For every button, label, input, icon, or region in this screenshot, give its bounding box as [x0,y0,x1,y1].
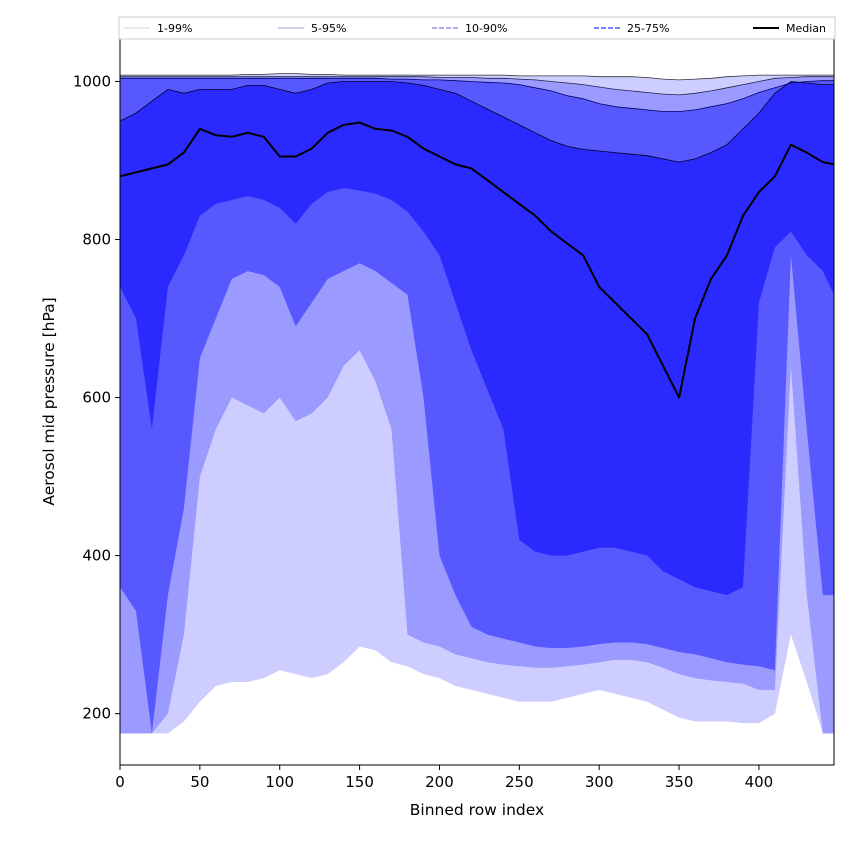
legend-entry-p1_99: 1-99% [124,22,192,35]
x-tick-label-350: 350 [665,773,694,791]
x-axis-title: Binned row index [410,801,544,819]
band-p25_75 [120,81,834,596]
median-line [119,121,835,399]
y-axis: 200 400 600 800 1000 [73,72,120,723]
band-upper-edge-p1_99 [120,73,834,81]
x-axis: 0 50 100 150 200 250 300 350 400 [115,765,773,791]
x-tick-label-250: 250 [505,773,534,791]
x-tick-label-400: 400 [745,773,774,791]
legend-label-p1_99: 1-99% [157,22,192,35]
x-tick-label-100: 100 [265,773,294,791]
x-tick-label-200: 200 [425,773,454,791]
legend-label-p25_75: 25-75% [627,22,669,35]
percentile-bands [119,73,834,734]
y-tick-label-200: 200 [82,705,111,723]
legend-box [118,16,836,40]
legend-entry-median: Median [753,22,826,35]
legend-entry-p5_95: 5-95% [278,22,346,35]
legend-label-median: Median [786,22,826,35]
legend-label-p5_95: 5-95% [311,22,346,35]
median-layer [119,121,835,399]
x-tick-label-150: 150 [345,773,374,791]
band-upper-edge-p10_90 [120,77,834,112]
y-tick-label-400: 400 [82,547,111,565]
legend-entry-p25_75: 25-75% [594,22,669,35]
legend: 1-99% 5-95% 10-90% 25-75% Median [118,16,836,40]
y-axis-title: Aerosol mid pressure [hPa] [40,297,58,505]
y-tick-label-1000: 1000 [73,72,111,90]
y-tick-label-800: 800 [82,231,111,249]
legend-label-p10_90: 10-90% [465,22,507,35]
band-upper-edge-p5_95 [120,76,834,96]
y-tick-label-600: 600 [82,389,111,407]
x-tick-label-0: 0 [115,773,125,791]
band-upper-edge-p25_75 [119,81,834,163]
legend-entry-p10_90: 10-90% [432,22,507,35]
x-tick-label-300: 300 [585,773,614,791]
x-tick-label-50: 50 [190,773,209,791]
